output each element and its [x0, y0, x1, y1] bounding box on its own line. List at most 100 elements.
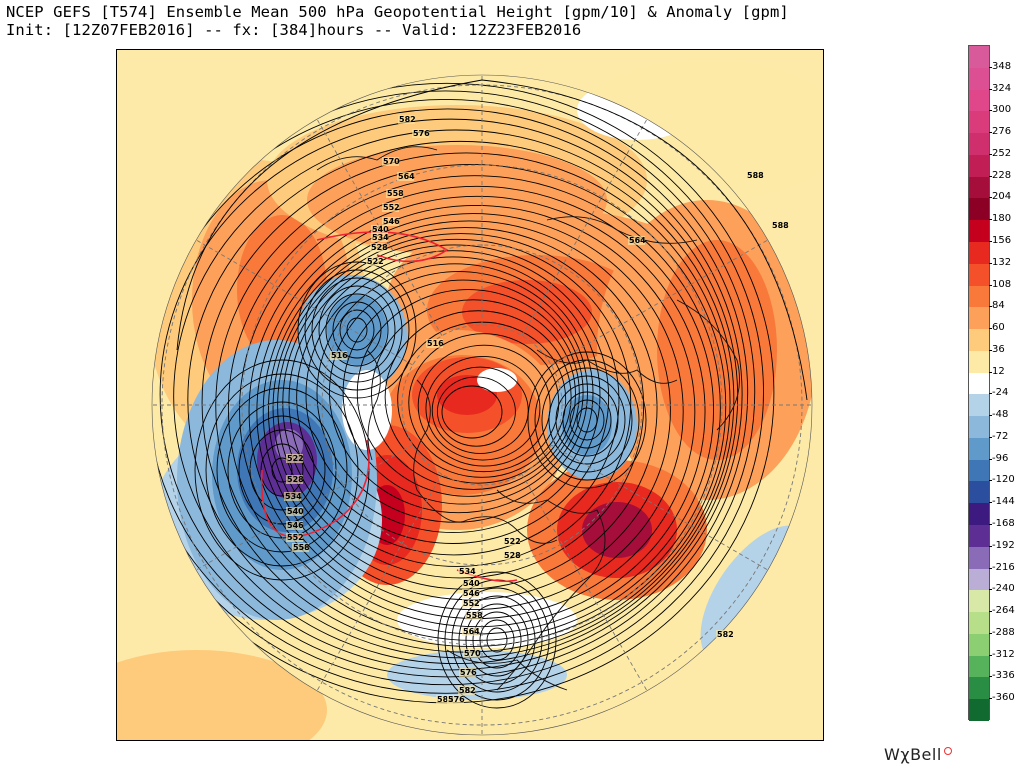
contour-label: 558: [387, 189, 404, 198]
colorbar-tick: [989, 524, 992, 526]
contour-line: [569, 399, 605, 441]
contour-line: [479, 619, 515, 661]
colorbar-tick: [989, 436, 992, 438]
contour-line: [296, 250, 610, 544]
chart-title-line2: Init: [12Z07FEB2016] -- fx: [384]hours -…: [6, 21, 582, 39]
polar-map: 5825765705645585525465405345285225165165…: [117, 50, 823, 740]
colorbar-tick: [989, 175, 992, 177]
contour-label-bg: [286, 507, 303, 516]
colorbar-tick: [989, 110, 992, 112]
anomaly-region: [117, 650, 327, 740]
colorbar-swatch: [969, 416, 989, 439]
contour-label: 522: [287, 454, 304, 463]
contour-label-bg: [292, 543, 309, 552]
brand-text: WχBell: [884, 745, 942, 764]
colorbar-tick: [989, 632, 992, 634]
contour-label: 540: [463, 579, 480, 588]
coastlines: [316, 146, 740, 691]
contour-line: [346, 317, 368, 343]
colorbar-tick: [989, 153, 992, 155]
contour-label-bg: [436, 695, 453, 704]
colorbar-tick: [989, 393, 992, 395]
contour-line: [277, 233, 645, 579]
colorbar-label: 156: [992, 234, 1012, 246]
contour-label-bg: [459, 668, 476, 677]
contour-line: [215, 164, 727, 647]
colorbar-swatch: [969, 154, 989, 178]
contour-label: 558: [466, 611, 483, 620]
colorbar-label: 36: [992, 343, 1005, 355]
contour-label-bg: [771, 221, 788, 230]
contour-line: [465, 603, 529, 677]
contour-label-bg: [371, 225, 388, 234]
colorbar-tick: [989, 132, 992, 134]
contour-label-bg: [382, 157, 399, 166]
contour-line: [318, 285, 396, 375]
contour-label: 564: [629, 236, 646, 245]
colorbar-label: 180: [992, 213, 1012, 225]
colorbar-label: 300: [992, 104, 1012, 116]
contour-label: 564: [398, 172, 415, 181]
contour-label: 552: [383, 203, 400, 212]
anomaly-region: [477, 368, 517, 392]
contour-label-bg: [286, 475, 303, 484]
contour-label-bg: [628, 236, 645, 245]
colorbar-label: 348: [992, 60, 1012, 72]
contour-line: [282, 238, 632, 567]
contour-label-bg: [412, 129, 429, 138]
contour-label: 534: [372, 233, 389, 242]
colorbar-swatch: [969, 503, 989, 526]
colorbar-label: -312: [992, 648, 1015, 660]
contour-label-bg: [716, 630, 733, 639]
contour-label: 582: [717, 630, 734, 639]
contour-label-bg: [462, 579, 479, 588]
contour-label: 534: [459, 567, 476, 576]
contour-label: 582: [437, 695, 454, 704]
contour-line: [311, 277, 403, 383]
contour-label-bg: [463, 649, 480, 658]
contour-line: [548, 375, 626, 465]
contour-line: [227, 175, 721, 641]
colorbar-tick: [989, 458, 992, 460]
contour-line: [486, 627, 508, 653]
contour-label-bg: [458, 686, 475, 695]
colorbar-label: -336: [992, 670, 1015, 682]
colorbar-label: 276: [992, 126, 1012, 138]
contour-label: 570: [464, 649, 481, 658]
colorbar-swatch: [969, 263, 989, 286]
colorbar-swatch: [969, 176, 989, 199]
contour-line: [173, 129, 739, 665]
colorbar-swatch: [969, 220, 989, 243]
contour-label: 516: [427, 339, 444, 348]
colorbar-swatch: [969, 307, 989, 330]
globe: [152, 75, 812, 735]
contour-label: 540: [372, 225, 389, 234]
contour-label-bg: [286, 521, 303, 530]
colorbar-tick: [989, 284, 992, 286]
contour-labels: 5825765705645585525465405345285225165165…: [284, 115, 789, 704]
contour-line: [384, 310, 572, 484]
colorbar-tick: [989, 88, 992, 90]
colorbar-label: -240: [992, 583, 1015, 595]
contour-label: 558: [293, 543, 310, 552]
colorbar-tick: [989, 567, 992, 569]
colorbar-swatch: [969, 699, 989, 722]
colorbar-tick: [989, 415, 992, 417]
colorbar-label: 324: [992, 82, 1012, 94]
contour-line: [458, 595, 536, 685]
colorbar-swatch: [969, 655, 989, 678]
contour-label-bg: [398, 115, 415, 124]
contour-line: [527, 351, 647, 489]
contour-line: [425, 355, 541, 461]
contour-line: [555, 383, 619, 457]
contour-label: 522: [504, 537, 521, 546]
contour-line: [297, 261, 417, 399]
colorbar-tick: [989, 328, 992, 330]
contour-label-bg: [286, 533, 303, 542]
colorbar-swatch: [969, 372, 989, 395]
colorbar-swatch: [969, 633, 989, 657]
colorbar-label: -264: [992, 605, 1015, 617]
colorbar-label: -96: [992, 452, 1009, 464]
colorbar-tick: [989, 197, 992, 199]
contour-line: [152, 90, 764, 694]
